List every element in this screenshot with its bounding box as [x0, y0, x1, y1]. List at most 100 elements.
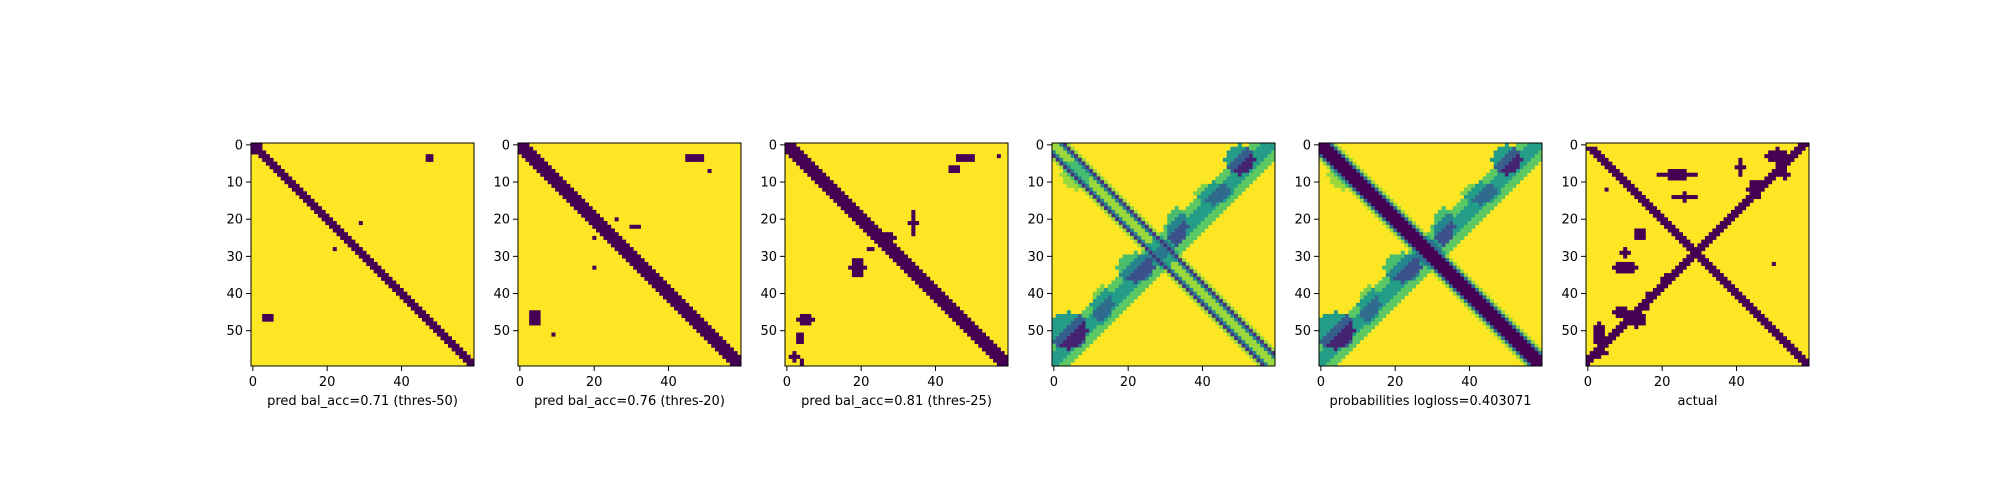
heatmap-cell	[1478, 198, 1483, 203]
heatmap-cell	[1400, 235, 1405, 240]
heatmap-cell	[822, 183, 827, 188]
heatmap-cell	[1775, 332, 1780, 337]
heatmap-cell	[1478, 317, 1483, 322]
heatmap-cell	[1415, 247, 1420, 252]
heatmap-cell	[1397, 273, 1402, 278]
heatmap-cell	[1182, 276, 1187, 281]
heatmap-cell	[462, 354, 467, 359]
heatmap-cell	[1437, 273, 1442, 278]
heatmap-cell	[1230, 161, 1235, 166]
heatmap-cell	[1593, 146, 1598, 151]
heatmap-cell	[1330, 347, 1335, 352]
heatmap-cell	[1193, 291, 1198, 296]
heatmap-cell	[688, 321, 693, 326]
heatmap-cell	[1193, 198, 1198, 203]
heatmap-cell	[1623, 310, 1628, 315]
heatmap-cell	[1085, 176, 1090, 181]
heatmap-cell	[1196, 198, 1201, 203]
heatmap-cell	[1441, 243, 1446, 248]
heatmap-cell	[896, 247, 901, 252]
heatmap-cell	[1230, 146, 1235, 151]
heatmap-cell	[381, 269, 386, 274]
heatmap-cell	[1456, 239, 1461, 244]
heatmap-cell	[993, 351, 998, 356]
heatmap-cell	[629, 224, 634, 229]
heatmap-cell	[1156, 250, 1161, 255]
heatmap-cell	[1652, 206, 1657, 211]
heatmap-cell	[1419, 232, 1424, 237]
heatmap-cell	[651, 273, 656, 278]
heatmap-cell	[1397, 287, 1402, 292]
heatmap-cell	[1764, 317, 1769, 322]
heatmap-cell	[688, 306, 693, 311]
heatmap-cell	[1141, 254, 1146, 259]
heatmap-cell	[1219, 299, 1224, 304]
heatmap-cell	[967, 154, 972, 159]
heatmap-cell	[840, 191, 845, 196]
heatmap-cell	[1345, 317, 1350, 322]
heatmap-cell	[1222, 317, 1227, 322]
heatmap-cell	[1144, 250, 1149, 255]
heatmap-cell	[596, 228, 601, 233]
heatmap-cell	[1118, 224, 1123, 229]
heatmap-cell	[1771, 328, 1776, 333]
heatmap-cell	[1682, 258, 1687, 263]
heatmap-cell	[1252, 172, 1257, 177]
heatmap-cell	[1667, 273, 1672, 278]
heatmap-cell	[1794, 354, 1799, 359]
heatmap-cell	[1104, 313, 1109, 318]
heatmap-cell	[1078, 180, 1083, 185]
heatmap-cell	[1237, 339, 1242, 344]
heatmap-cell	[1619, 325, 1624, 330]
heatmap-cell	[1371, 299, 1376, 304]
heatmap-cell	[1252, 358, 1257, 363]
heatmap-cell	[1059, 321, 1064, 326]
heatmap-cell	[1241, 157, 1246, 162]
heatmap-cell	[1182, 228, 1187, 233]
heatmap-cell	[907, 265, 912, 270]
heatmap-cell	[1237, 317, 1242, 322]
heatmap-cell	[592, 217, 597, 222]
heatmap-cell	[1597, 154, 1602, 159]
heatmap-cell	[1341, 172, 1346, 177]
heatmap-cell	[1504, 183, 1509, 188]
heatmap-cell	[1512, 321, 1517, 326]
heatmap-cell	[1170, 247, 1175, 252]
heatmap-cell	[1341, 354, 1346, 359]
heatmap-cell	[1204, 295, 1209, 300]
heatmap-cell	[1600, 328, 1605, 333]
heatmap-cell	[1330, 336, 1335, 341]
heatmap-cell	[1463, 291, 1468, 296]
heatmap-cell	[1345, 176, 1350, 181]
heatmap-cell	[1215, 321, 1220, 326]
heatmap-cell	[959, 313, 964, 318]
heatmap-cell	[1107, 209, 1112, 214]
heatmap-cell	[1634, 306, 1639, 311]
heatmap-cell	[1174, 265, 1179, 270]
heatmap-cell	[1486, 187, 1491, 192]
heatmap-cell	[1367, 198, 1372, 203]
heatmap-cell	[1063, 339, 1068, 344]
heatmap-cell	[1137, 224, 1142, 229]
heatmap-cell	[1182, 239, 1187, 244]
heatmap-cell	[1397, 269, 1402, 274]
heatmap-cell	[1130, 228, 1135, 233]
heatmap-cell	[1779, 336, 1784, 341]
heatmap-cell	[1100, 284, 1105, 289]
heatmap-cell	[1426, 247, 1431, 252]
heatmap-cell	[1626, 187, 1631, 192]
heatmap-cell	[1055, 339, 1060, 344]
heatmap-cell	[1204, 299, 1209, 304]
heatmap-cell	[1419, 258, 1424, 263]
heatmap-cell	[1730, 209, 1735, 214]
heatmap-cell	[1356, 183, 1361, 188]
heatmap-cell	[1471, 221, 1476, 226]
heatmap-cell	[1185, 243, 1190, 248]
heatmap-cell	[392, 280, 397, 285]
heatmap-cell	[1189, 276, 1194, 281]
heatmap-cell	[1222, 180, 1227, 185]
heatmap-cell	[1322, 161, 1327, 166]
heatmap-cell	[1460, 206, 1465, 211]
heatmap-cell	[1641, 228, 1646, 233]
heatmap-cell	[1593, 354, 1598, 359]
